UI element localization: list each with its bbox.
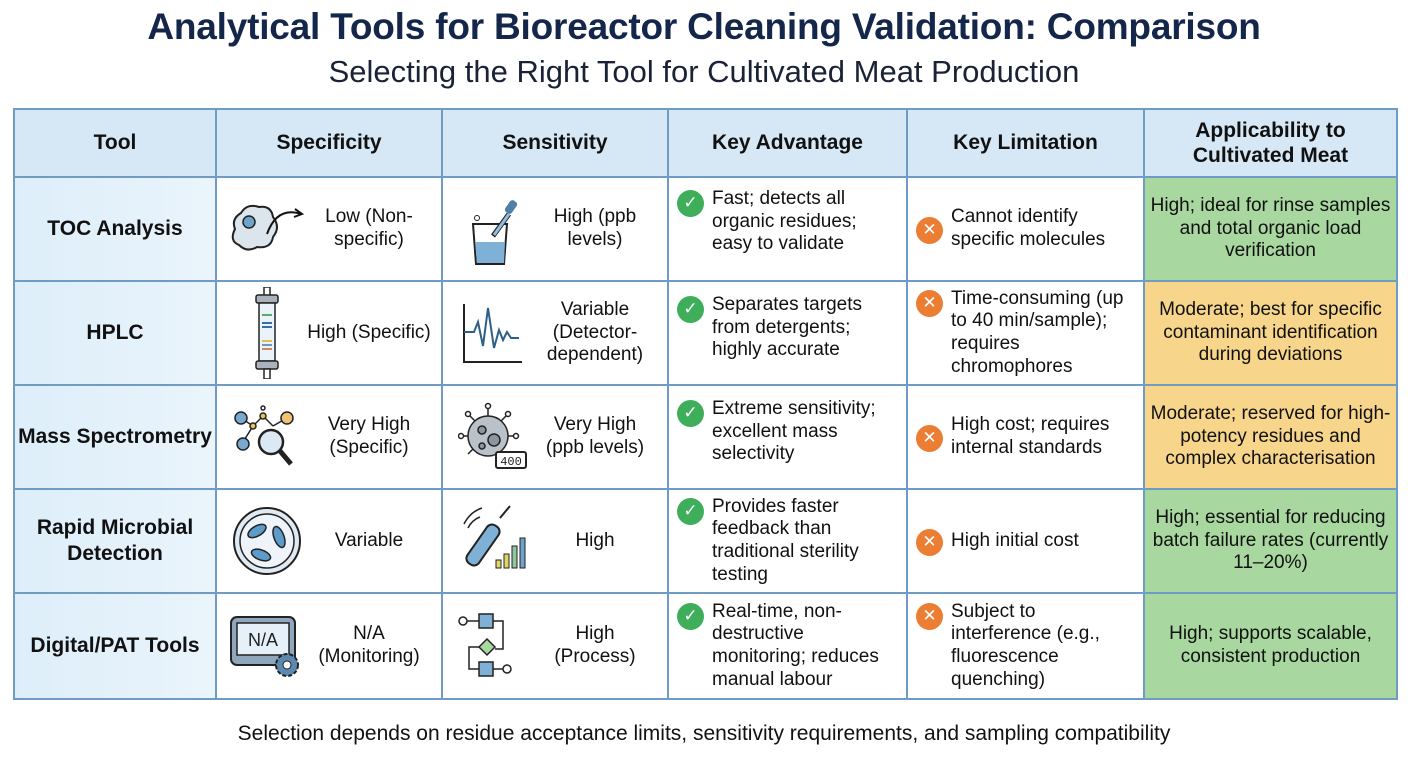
page-subtitle: Selecting the Right Tool for Cultivated …	[328, 54, 1080, 89]
header-specificity: Specificity	[215, 108, 443, 178]
cross-icon: ✕	[916, 424, 943, 452]
limitation-text: Subject to interference (e.g., fluoresce…	[951, 600, 1100, 690]
petri-dish-icon	[227, 501, 307, 581]
page-title: Analytical Tools for Bioreactor Cleaning…	[147, 6, 1261, 47]
limitation-text: Cannot identify specific molecules	[951, 206, 1106, 250]
sensitivity-value: Very High (ppb levels)	[545, 414, 645, 458]
applicability-text: High; supports scalable, consistent prod…	[1143, 592, 1398, 700]
specificity-value: N/A (Monitoring)	[318, 623, 420, 667]
header-key-limitation: Key Limitation	[906, 108, 1145, 178]
specificity-value: High (Specific)	[307, 321, 431, 343]
comparison-table: Tool Specificity Sensitivity Key Advanta…	[13, 108, 1398, 700]
tool-name: Rapid Microbial Detection	[13, 488, 217, 594]
header-applicability: Applicability to Cultivated Meat	[1143, 108, 1398, 178]
sensitivity-value: High (Process)	[554, 623, 636, 667]
molecule-magnifier-icon	[227, 397, 307, 477]
chromatography-column-icon	[227, 287, 307, 379]
applicability-text: Moderate; best for specific contaminant …	[1143, 280, 1398, 386]
header-row: Tool Specificity Sensitivity Key Advanta…	[13, 108, 1398, 178]
limitation-text: Time-consuming (up to 40 min/sample); re…	[951, 287, 1124, 377]
advantage-text: Fast; detects all organic residues; easy…	[712, 188, 857, 255]
advantage-text: Real-time, non-destructive monitoring; r…	[712, 600, 879, 690]
cross-icon: ✕	[916, 602, 943, 630]
check-icon: ✓	[677, 190, 704, 218]
monitor-gear-icon: N/A	[227, 606, 307, 686]
cross-icon: ✕	[916, 528, 943, 556]
table-row: Digital/PAT Tools N/A N/A (Monitoring) H…	[13, 592, 1398, 700]
tool-name: Mass Spectrometry	[13, 384, 217, 490]
sensitivity-value: High (ppb levels)	[553, 206, 637, 250]
check-icon: ✓	[677, 497, 704, 525]
table-row: Mass Spectrometry Very High (Specific) 4…	[13, 384, 1398, 490]
probe-signal-icon	[453, 501, 533, 581]
sensitivity-value: Variable (Detector-dependent)	[546, 298, 644, 366]
header-key-advantage: Key Advantage	[667, 108, 908, 178]
applicability-text: Moderate; reserved for high-potency resi…	[1143, 384, 1398, 490]
beaker-dropper-icon	[453, 189, 533, 269]
cell-arrow-icon	[227, 189, 307, 269]
cross-icon: ✕	[916, 216, 943, 244]
tool-name: Digital/PAT Tools	[13, 592, 217, 700]
advantage-text: Provides faster feedback than traditiona…	[712, 495, 859, 585]
table-row: Rapid Microbial Detection Variable High …	[13, 488, 1398, 594]
check-icon: ✓	[677, 602, 704, 630]
check-icon: ✓	[677, 296, 704, 324]
specificity-value: Low (Non-specific)	[325, 206, 413, 250]
footer-note: Selection depends on residue acceptance …	[237, 722, 1171, 745]
specificity-value: Very High (Specific)	[327, 414, 411, 458]
applicability-text: High; essential for reducing batch failu…	[1143, 488, 1398, 594]
applicability-text: High; ideal for rinse samples and total …	[1143, 176, 1398, 282]
table-row: TOC Analysis Low (Non-specific) High (pp…	[13, 176, 1398, 282]
limitation-text: High initial cost	[951, 529, 1079, 551]
counter-label: 400	[500, 455, 522, 469]
particle-counter-icon: 400	[453, 397, 533, 477]
process-flow-icon	[453, 606, 533, 686]
check-icon: ✓	[677, 400, 704, 428]
monitor-label: N/A	[248, 630, 278, 650]
cross-icon: ✕	[916, 289, 943, 317]
specificity-value: Variable	[334, 529, 404, 551]
tool-name: TOC Analysis	[13, 176, 217, 282]
sensitivity-value: High	[575, 529, 615, 551]
tool-name: HPLC	[13, 280, 217, 386]
header-sensitivity: Sensitivity	[441, 108, 669, 178]
limitation-text: High cost; requires internal standards	[951, 414, 1110, 458]
waveform-chart-icon	[453, 293, 533, 373]
header-tool: Tool	[13, 108, 217, 178]
table-row: HPLC High (Specific) Variable (Detector-…	[13, 280, 1398, 386]
advantage-text: Extreme sensitivity; excellent mass sele…	[712, 398, 876, 465]
advantage-text: Separates targets from detergents; highl…	[712, 294, 862, 361]
